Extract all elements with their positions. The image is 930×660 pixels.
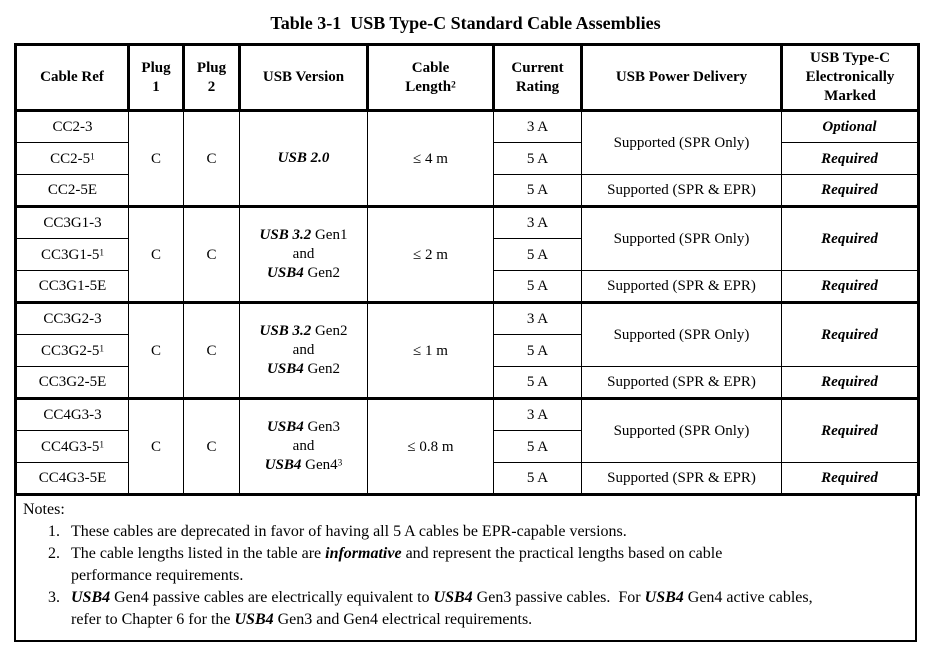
cell-current-rating: 5 A bbox=[493, 430, 582, 463]
cell-cable-ref: CC4G3-5E bbox=[15, 462, 129, 495]
cell-cable-ref: CC3G2-51 bbox=[15, 334, 129, 367]
table-row: CC4G3-5E 5 A Supported (SPR & EPR) Requi… bbox=[15, 462, 919, 495]
table-row: CC3G1-5E 5 A Supported (SPR & EPR) Requi… bbox=[15, 270, 919, 303]
table-row: CC3G1-51 5 A bbox=[15, 238, 919, 271]
cell-cable-ref: CC3G1-3 bbox=[15, 205, 129, 239]
cell-power-delivery: Supported (SPR & EPR) bbox=[581, 270, 782, 303]
cell-cable-ref: CC2-51 bbox=[15, 142, 129, 175]
notes-label: Notes: bbox=[23, 501, 65, 518]
table-row: CC3G1-3 C C USB 3.2 Gen1 and USB4 Gen2 ≤ 2… bbox=[15, 205, 919, 303]
header-usb-version: USB Version bbox=[238, 43, 369, 112]
cell-cable-ref: CC3G2-5E bbox=[15, 366, 129, 399]
table-row: CC2-5E 5 A Supported (SPR & EPR) Require… bbox=[15, 174, 919, 207]
table-row: CC2-3 C C USB 2.0 ≤ 4 m 3 A Supported (S… bbox=[15, 109, 919, 207]
cell-cable-length: ≤ 4 m bbox=[367, 109, 494, 207]
table-row: CC2-51 5 A Required bbox=[15, 142, 919, 175]
cell-current-rating: 3 A bbox=[493, 205, 582, 239]
cell-cable-ref: CC3G1-51 bbox=[15, 238, 129, 271]
header-plug-1: Plug 1 bbox=[127, 43, 185, 112]
table-title: Table 3-1 USB Type-C Standard Cable Asse… bbox=[270, 13, 661, 33]
cell-plug-2: C bbox=[183, 397, 240, 495]
notes-section: Notes: 1. These cables are deprecated in… bbox=[14, 496, 917, 642]
cell-current-rating: 5 A bbox=[493, 462, 582, 495]
cell-usb-version: USB 3.2 Gen2 and USB4 Gen2 bbox=[239, 301, 368, 399]
cell-marked: Required bbox=[781, 142, 919, 175]
cell-current-rating: 5 A bbox=[493, 174, 582, 207]
cell-plug-2: C bbox=[183, 109, 240, 207]
cell-plug-1: C bbox=[128, 109, 184, 207]
note-text: The cable lengths listed in the table ar… bbox=[71, 545, 723, 584]
cell-cable-length: ≤ 1 m bbox=[367, 301, 494, 399]
cell-power-delivery: Supported (SPR Only) bbox=[581, 301, 782, 367]
note-item: 1. These cables are deprecated in favor … bbox=[21, 521, 907, 543]
note-number: 1. bbox=[48, 523, 60, 540]
cell-current-rating: 3 A bbox=[493, 397, 582, 431]
note-text: USB4 Gen4 passive cables are electricall… bbox=[71, 589, 813, 628]
cell-marked: Required bbox=[781, 397, 919, 463]
note-number: 3. bbox=[48, 589, 60, 606]
cell-power-delivery: Supported (SPR Only) bbox=[581, 397, 782, 463]
header-electronically-marked: USB Type-C Electronically Marked bbox=[780, 43, 920, 112]
cell-marked: Required bbox=[781, 270, 919, 303]
cell-cable-ref: CC4G3-3 bbox=[15, 397, 129, 431]
note-item: 2. The cable lengths listed in the table… bbox=[21, 543, 907, 587]
header-row: Cable Ref Plug 1 Plug 2 USB Version Cable L… bbox=[14, 43, 920, 112]
table-row: CC3G2-5E 5 A Supported (SPR & EPR) Requi… bbox=[15, 366, 919, 399]
table-row: CC3G2-51 5 A bbox=[15, 334, 919, 367]
cell-plug-2: C bbox=[183, 205, 240, 303]
cell-power-delivery: Supported (SPR Only) bbox=[581, 109, 782, 175]
cell-power-delivery: Supported (SPR & EPR) bbox=[581, 366, 782, 399]
cell-current-rating: 5 A bbox=[493, 238, 582, 271]
cell-power-delivery: Supported (SPR & EPR) bbox=[581, 462, 782, 495]
cell-current-rating: 5 A bbox=[493, 334, 582, 367]
cell-usb-version: USB4 Gen3 and USB4 Gen43 bbox=[239, 397, 368, 495]
cell-usb-version: USB 2.0 bbox=[239, 109, 368, 207]
cell-marked: Required bbox=[781, 462, 919, 495]
note-number: 2. bbox=[48, 545, 60, 562]
cell-current-rating: 5 A bbox=[493, 142, 582, 175]
header-cable-length: Cable Length2 bbox=[366, 43, 495, 112]
cell-marked: Required bbox=[781, 205, 919, 271]
cell-power-delivery: Supported (SPR Only) bbox=[581, 205, 782, 271]
cell-marked: Optional bbox=[781, 109, 919, 143]
cell-plug-1: C bbox=[128, 205, 184, 303]
cell-cable-length: ≤ 0.8 m bbox=[367, 397, 494, 495]
cell-current-rating: 5 A bbox=[493, 270, 582, 303]
cell-marked: Required bbox=[781, 301, 919, 367]
cell-cable-ref: CC2-5E bbox=[15, 174, 129, 207]
note-text: These cables are deprecated in favor of … bbox=[71, 523, 627, 540]
header-current-rating: Current Rating bbox=[492, 43, 583, 112]
note-item: 3. USB4 Gen4 passive cables are electric… bbox=[21, 587, 907, 631]
header-cable-ref: Cable Ref bbox=[14, 43, 130, 112]
cell-marked: Required bbox=[781, 174, 919, 207]
cell-usb-version: USB 3.2 Gen1 and USB4 Gen2 bbox=[239, 205, 368, 303]
cell-current-rating: 5 A bbox=[493, 366, 582, 399]
cell-current-rating: 3 A bbox=[493, 301, 582, 335]
cable-assemblies-table: Cable Ref Plug 1 Plug 2 USB Version Cable L… bbox=[14, 43, 920, 496]
cell-marked: Required bbox=[781, 366, 919, 399]
cell-cable-ref: CC3G1-5E bbox=[15, 270, 129, 303]
cell-current-rating: 3 A bbox=[493, 109, 582, 143]
cell-cable-ref: CC4G3-51 bbox=[15, 430, 129, 463]
cell-cable-length: ≤ 2 m bbox=[367, 205, 494, 303]
cell-plug-1: C bbox=[128, 301, 184, 399]
cell-plug-1: C bbox=[128, 397, 184, 495]
cell-cable-ref: CC2-3 bbox=[15, 109, 129, 143]
header-plug-2: Plug 2 bbox=[182, 43, 241, 112]
cell-plug-2: C bbox=[183, 301, 240, 399]
table-row: CC3G2-3 C C USB 3.2 Gen2 and USB4 Gen2 ≤ 1… bbox=[15, 301, 919, 399]
header-usb-power-delivery: USB Power Delivery bbox=[580, 43, 783, 112]
cell-cable-ref: CC3G2-3 bbox=[15, 301, 129, 335]
table-row: CC4G3-3 C C USB4 Gen3 and USB4 Gen43 ≤ 0.8… bbox=[15, 397, 919, 495]
cell-power-delivery: Supported (SPR & EPR) bbox=[581, 174, 782, 207]
